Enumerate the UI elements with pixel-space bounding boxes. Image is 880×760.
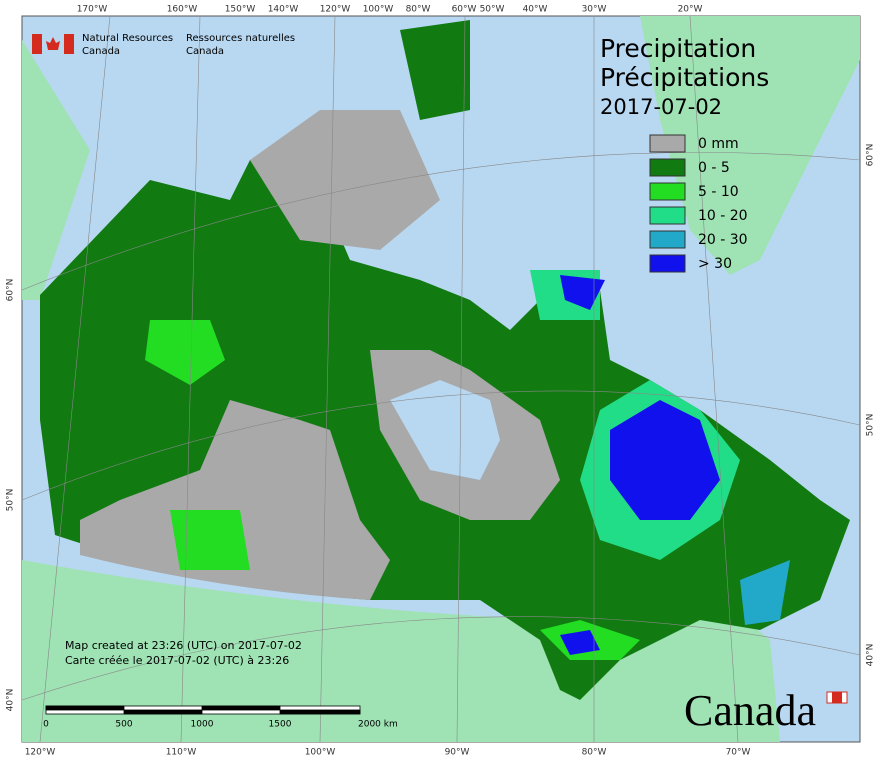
agency-fr: Ressources naturelles: [186, 33, 295, 44]
maple-leaf: [46, 37, 60, 50]
flag-bar: [64, 34, 74, 54]
canada: [40, 20, 850, 700]
agency-fr: Canada: [186, 46, 224, 57]
scale-label: 0: [43, 720, 49, 730]
scale-bar: [45, 705, 361, 715]
graticule-label: 110°W: [166, 748, 197, 758]
graticule-label: 100°W: [363, 5, 394, 15]
graticule-label: 100°W: [305, 748, 336, 758]
flag-bar: [32, 34, 42, 54]
legend-label: 0 mm: [698, 136, 739, 152]
title: Précipitations: [600, 63, 769, 92]
legend-label: 10 - 20: [698, 208, 748, 224]
credit: Map created at 23:26 (UTC) on 2017-07-02: [65, 639, 302, 652]
graticule-label: 20°W: [678, 5, 703, 15]
graticule-label: 80°W: [406, 5, 431, 15]
graticule-label: 60°N: [866, 144, 876, 167]
wordmark-flag: [832, 692, 842, 703]
graticule-label: 50°W: [480, 5, 505, 15]
graticule-label: 160°W: [167, 5, 198, 15]
legend-swatch: [649, 182, 686, 201]
scale-label: 1000: [191, 720, 214, 730]
graticule-label: 40°W: [523, 5, 548, 15]
graticule-label: 40°N: [866, 644, 876, 667]
graticule-label: 170°W: [77, 5, 108, 15]
agency-en: Natural Resources: [82, 33, 173, 44]
legend-swatch: [649, 230, 686, 249]
graticule-label: 70°W: [726, 748, 751, 758]
graticule-label: 90°W: [445, 748, 470, 758]
legend-label: 5 - 10: [698, 184, 739, 200]
graticule-label: 50°N: [866, 414, 876, 437]
agency-en: Canada: [82, 46, 120, 57]
title: Precipitation: [600, 34, 756, 63]
graticule-label: 150°W: [225, 5, 256, 15]
date: 2017-07-02: [600, 95, 722, 119]
legend-swatch: [649, 158, 686, 177]
legend-swatch: [649, 206, 686, 225]
land-outside: [22, 16, 860, 742]
scale-label: 500: [115, 720, 132, 730]
graticule-label: 120°W: [320, 5, 351, 15]
legend-swatch: [649, 134, 686, 153]
scale-label: 2000 km: [358, 720, 398, 730]
legend-swatch: [649, 254, 686, 273]
graticule-label: 40°N: [6, 689, 16, 712]
scale-label: 1500: [269, 720, 292, 730]
legend-label: > 30: [698, 256, 732, 272]
legend-label: 0 - 5: [698, 160, 730, 176]
graticule-label: 60°W: [452, 5, 477, 15]
graticule-label: 50°N: [6, 489, 16, 512]
credit: Carte créée le 2017-07-02 (UTC) à 23:26: [65, 654, 289, 667]
wordmark: Canada: [684, 686, 816, 735]
graticule-label: 60°N: [6, 279, 16, 302]
graticule-label: 140°W: [268, 5, 299, 15]
graticule-label: 120°W: [25, 748, 56, 758]
graticule-label: 30°W: [582, 5, 607, 15]
header: Natural Resources Canada Ressources natu…: [32, 33, 295, 57]
graticule-label: 80°W: [582, 748, 607, 758]
legend-label: 20 - 30: [698, 232, 748, 248]
graticule: [21, 15, 861, 743]
